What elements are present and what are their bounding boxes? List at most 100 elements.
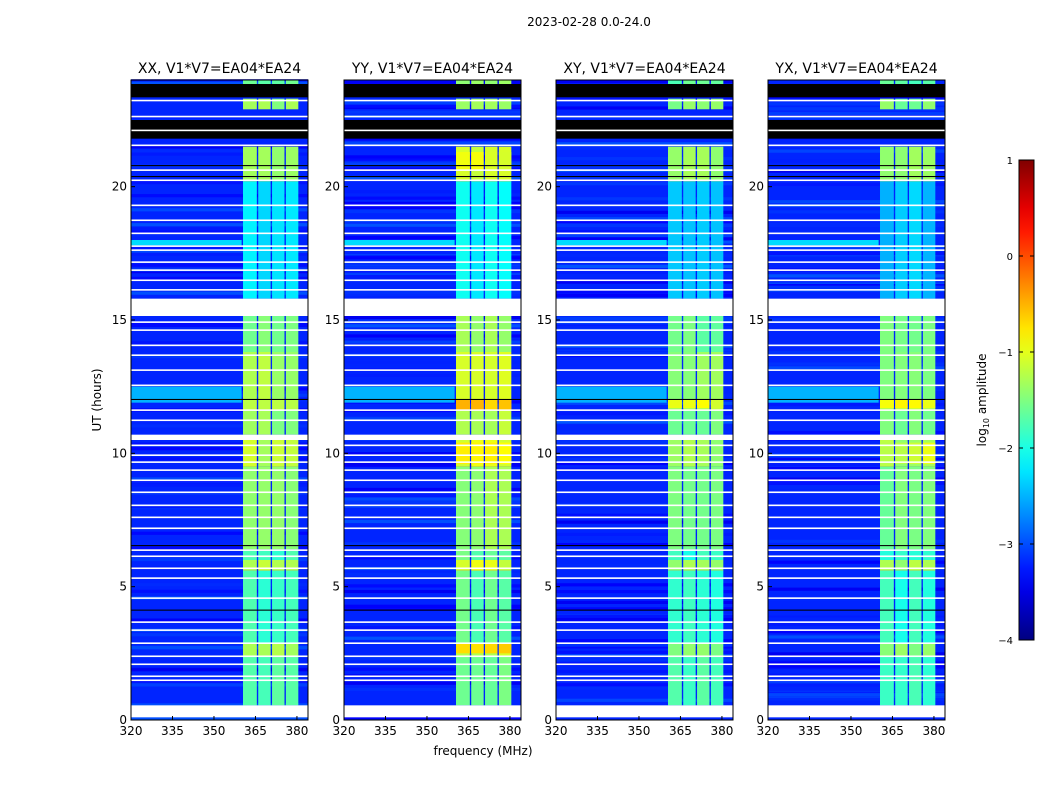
x-tick-label: 350 xyxy=(628,724,651,738)
heatmap-row xyxy=(556,401,733,405)
flagged-line xyxy=(131,279,308,282)
flagged-line xyxy=(344,597,521,599)
heatmap-band-cell xyxy=(710,560,724,571)
heatmap-row xyxy=(556,349,733,353)
heatmap-band-cell xyxy=(683,560,696,571)
flagged-line xyxy=(556,398,733,400)
heatmap-band-cell xyxy=(272,181,285,299)
heatmap-hot-cell xyxy=(498,642,512,654)
heatmap-band-cell xyxy=(498,352,512,400)
heatmap-band-cell xyxy=(880,98,894,110)
flagged-line xyxy=(768,527,945,530)
colorbar-tick-label: −1 xyxy=(998,348,1013,359)
heatmap-band-cell xyxy=(922,146,936,182)
x-tick-label: 335 xyxy=(798,724,821,738)
heatmap-hot-cell xyxy=(471,642,484,654)
flagged-line xyxy=(768,555,945,558)
colorbar-tick-label: −2 xyxy=(998,444,1013,455)
heatmap-row xyxy=(131,223,308,227)
heatmap-band-cell xyxy=(683,642,696,656)
heatmap-row xyxy=(344,334,521,338)
heatmap-row xyxy=(768,621,945,625)
heatmap-band-cell xyxy=(668,560,682,571)
heatmap-row xyxy=(131,263,308,267)
heatmap-band-cell xyxy=(258,80,271,87)
x-tick-label: 380 xyxy=(498,724,521,738)
flagged-line xyxy=(768,99,945,102)
flagged-line xyxy=(556,261,733,263)
y-tick-label: 0 xyxy=(756,713,764,727)
heatmap-row xyxy=(556,412,733,416)
heatmap-row xyxy=(556,344,733,348)
heatmap-band-cell xyxy=(243,410,257,435)
flagged-line xyxy=(768,577,945,579)
x-axis-label: frequency (MHz) xyxy=(433,744,532,758)
heatmap-band-cell xyxy=(895,80,908,87)
heatmap-row xyxy=(344,340,521,344)
heatmap-band-cell xyxy=(697,466,710,550)
flagged-line xyxy=(768,249,945,251)
heatmap-band-cell xyxy=(485,352,498,400)
flagged-line xyxy=(556,491,733,494)
heatmap-row xyxy=(556,614,733,618)
flagged-line xyxy=(556,461,733,463)
flagged-black xyxy=(131,120,308,139)
heatmap-band-cell xyxy=(258,98,271,110)
heatmap-hot-cell xyxy=(498,152,512,171)
flagged-line xyxy=(344,144,521,147)
flagged-line xyxy=(768,444,945,447)
heatmap-band-cell xyxy=(710,642,724,656)
heatmap-band-cell xyxy=(243,352,257,400)
flagged-line xyxy=(344,245,521,247)
heatmap-band-cell xyxy=(909,80,922,87)
heatmap-row xyxy=(131,323,308,328)
heatmap-band-cell xyxy=(258,549,271,560)
heatmap-row xyxy=(131,505,308,509)
flagged-line xyxy=(344,204,521,207)
flagged-line xyxy=(131,597,308,599)
heatmap-row xyxy=(131,703,308,707)
flagged-line xyxy=(556,176,733,178)
heatmap-row xyxy=(131,79,308,83)
heatmap-stripe xyxy=(768,386,879,403)
heatmap-band-cell xyxy=(471,316,484,352)
heatmap-row xyxy=(131,442,308,446)
flagged-line xyxy=(344,454,521,456)
flagged-line xyxy=(768,219,945,222)
heatmap-row xyxy=(131,716,308,720)
flagged-line xyxy=(131,261,308,263)
heatmap-row xyxy=(556,542,733,546)
flagged-line xyxy=(131,679,308,682)
heatmap-band-cell xyxy=(498,466,512,550)
heatmap-band-cell xyxy=(922,549,936,560)
x-tick-label: 350 xyxy=(840,724,863,738)
heatmap-row xyxy=(556,106,733,110)
x-tick-label: 320 xyxy=(757,724,780,738)
heatmap-band-cell xyxy=(895,181,908,299)
heatmap-row xyxy=(556,650,733,654)
x-tick-label: 380 xyxy=(710,724,733,738)
heatmap-row xyxy=(131,81,308,85)
panel-1: YY, V1*V7=EA04*EA24 320 335 350 365 380 0 5 10 15… xyxy=(325,61,522,738)
heatmap-band-cell xyxy=(471,466,484,550)
heatmap-band-cell xyxy=(668,352,682,400)
heatmap-row xyxy=(768,284,945,288)
flagged-line xyxy=(556,577,733,579)
heatmap-row xyxy=(556,237,733,241)
heatmap-row xyxy=(344,274,521,278)
flagged-line xyxy=(768,321,945,323)
panel-title: YY, V1*V7=EA04*EA24 xyxy=(351,61,513,77)
flagged-line xyxy=(556,169,733,171)
heatmap-band-cell xyxy=(909,410,922,435)
heatmap-band-cell xyxy=(880,549,894,560)
heatmap-band-cell xyxy=(697,440,710,467)
heatmap-band-cell xyxy=(895,146,908,182)
heatmap-band-cell xyxy=(471,80,484,87)
heatmap-row xyxy=(131,291,308,295)
heatmap-band-cell xyxy=(710,146,724,182)
flagged-line xyxy=(556,99,733,102)
heatmap-band-cell xyxy=(243,80,257,87)
flagged-line xyxy=(131,369,308,371)
flagged-line xyxy=(768,354,945,356)
flagged-line xyxy=(131,461,308,463)
